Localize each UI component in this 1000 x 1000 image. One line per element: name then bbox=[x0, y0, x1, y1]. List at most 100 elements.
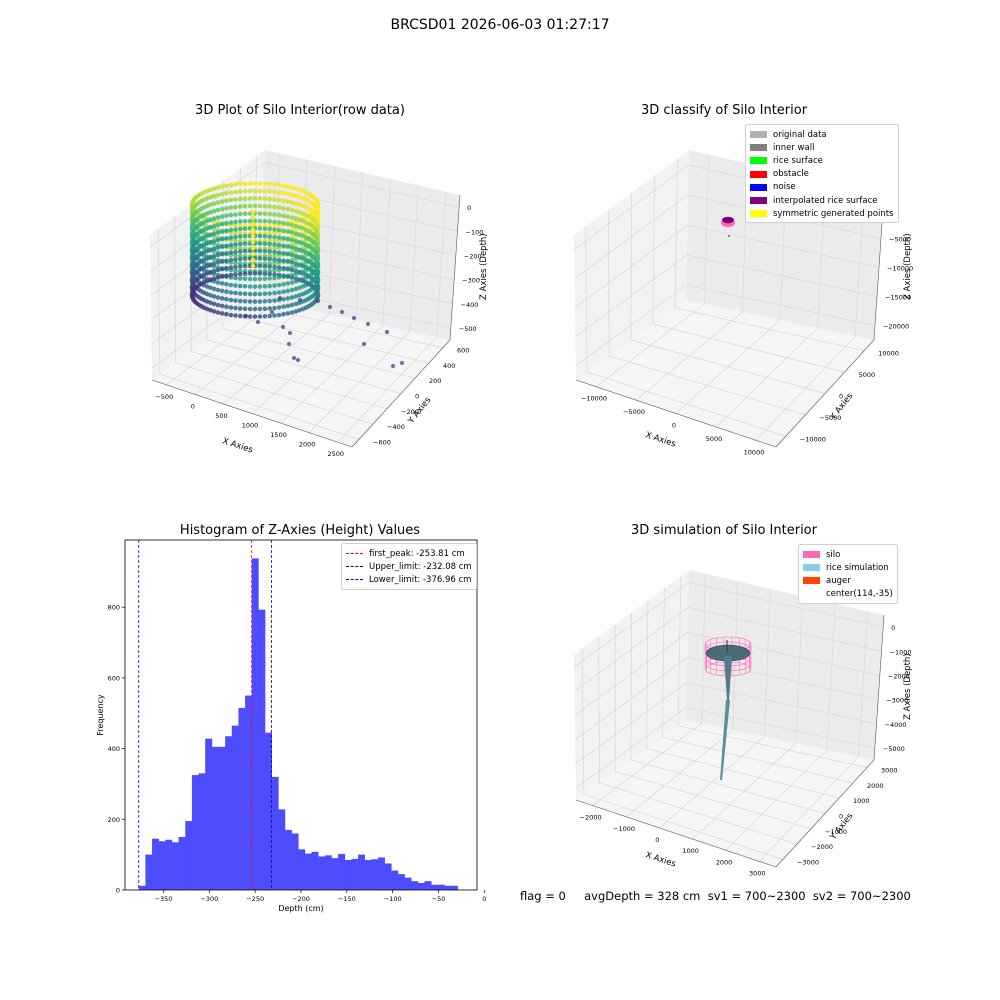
data-point bbox=[267, 219, 273, 224]
pane-floor bbox=[576, 720, 874, 867]
histogram-bar bbox=[271, 776, 279, 890]
data-point bbox=[190, 244, 196, 249]
data-point bbox=[201, 237, 207, 243]
data-point bbox=[276, 267, 282, 273]
data-point bbox=[300, 231, 306, 237]
data-point bbox=[192, 286, 198, 291]
data-point bbox=[297, 269, 302, 275]
histogram-frame bbox=[124, 539, 478, 891]
z-tick-label: −20000 bbox=[883, 323, 909, 331]
data-point bbox=[233, 313, 238, 318]
data-point bbox=[190, 228, 196, 234]
data-point bbox=[306, 259, 312, 264]
data-point bbox=[191, 290, 196, 295]
data-point bbox=[189, 283, 195, 289]
data-point bbox=[208, 262, 213, 268]
data-point bbox=[247, 314, 253, 319]
y-tick-label: 200 bbox=[108, 816, 120, 824]
data-point bbox=[306, 273, 312, 279]
data-point bbox=[191, 260, 196, 265]
data-point bbox=[242, 218, 248, 224]
legend-swatch bbox=[803, 591, 820, 598]
data-point bbox=[306, 228, 312, 234]
data-point bbox=[192, 269, 198, 275]
data-point bbox=[315, 286, 321, 292]
data-point bbox=[314, 289, 320, 294]
data-point bbox=[308, 222, 314, 228]
data-point bbox=[233, 204, 238, 210]
data-point bbox=[238, 253, 243, 259]
data-point bbox=[314, 205, 319, 210]
data-point bbox=[192, 241, 198, 246]
data-point bbox=[289, 245, 295, 250]
data-point bbox=[252, 231, 258, 237]
data-point bbox=[192, 263, 198, 269]
data-point bbox=[310, 254, 316, 259]
data-point bbox=[194, 224, 200, 229]
data-point bbox=[308, 245, 314, 250]
data-point bbox=[199, 304, 204, 309]
data-point bbox=[267, 181, 273, 187]
data-point bbox=[233, 212, 238, 217]
histogram-bar bbox=[364, 859, 372, 890]
data-point bbox=[189, 219, 195, 224]
data-point bbox=[211, 193, 217, 199]
status-line: flag = 0 avgDepth = 328 cm sv1 = 700~230… bbox=[520, 889, 911, 903]
data-point bbox=[247, 269, 253, 274]
data-point bbox=[211, 201, 217, 206]
data-point bbox=[306, 266, 312, 272]
y-tick-label: −600 bbox=[373, 438, 391, 446]
x-tick-label: 5000 bbox=[706, 435, 723, 443]
data-point bbox=[252, 254, 258, 259]
data-point bbox=[189, 204, 195, 209]
data-point bbox=[272, 275, 277, 281]
data-point bbox=[327, 304, 333, 310]
data-point bbox=[267, 231, 273, 236]
plot2-z-axis-label: Z Axies (Depth) bbox=[903, 233, 913, 300]
data-point bbox=[201, 212, 207, 218]
data-point bbox=[199, 289, 204, 294]
data-point bbox=[233, 268, 238, 273]
data-point bbox=[247, 276, 253, 282]
data-point bbox=[211, 268, 217, 274]
data-point bbox=[300, 299, 306, 304]
data-point bbox=[306, 221, 312, 227]
data-point bbox=[303, 220, 309, 225]
data-point bbox=[192, 216, 198, 222]
data-point bbox=[204, 256, 210, 261]
data-point bbox=[219, 228, 225, 234]
data-point bbox=[219, 311, 225, 316]
data-point bbox=[191, 275, 196, 280]
data-point bbox=[196, 222, 202, 228]
data-point bbox=[312, 233, 318, 239]
grid-line bbox=[574, 224, 880, 308]
data-point bbox=[306, 281, 312, 287]
data-point bbox=[208, 254, 213, 260]
data-point bbox=[314, 266, 320, 271]
data-point bbox=[257, 246, 263, 252]
data-point bbox=[306, 274, 312, 279]
data-point bbox=[219, 214, 225, 219]
data-point bbox=[281, 213, 286, 219]
grid-line bbox=[646, 600, 840, 799]
data-point bbox=[199, 206, 204, 211]
data-point bbox=[228, 212, 234, 218]
data-point bbox=[312, 246, 318, 252]
data-point bbox=[272, 223, 277, 228]
data-point bbox=[285, 259, 291, 264]
x-tick-label: −350 bbox=[155, 895, 173, 903]
data-point bbox=[215, 215, 221, 220]
data-point bbox=[308, 302, 314, 308]
data-point bbox=[314, 260, 319, 265]
data-point bbox=[303, 290, 309, 296]
data-point bbox=[238, 261, 243, 266]
data-point bbox=[308, 212, 314, 218]
data-point bbox=[285, 266, 291, 271]
data-point bbox=[262, 269, 268, 274]
data-point bbox=[312, 224, 318, 229]
data-point bbox=[194, 293, 200, 299]
data-point bbox=[306, 213, 312, 219]
data-point bbox=[297, 187, 302, 192]
data-point bbox=[262, 299, 268, 304]
data-point bbox=[300, 261, 306, 267]
